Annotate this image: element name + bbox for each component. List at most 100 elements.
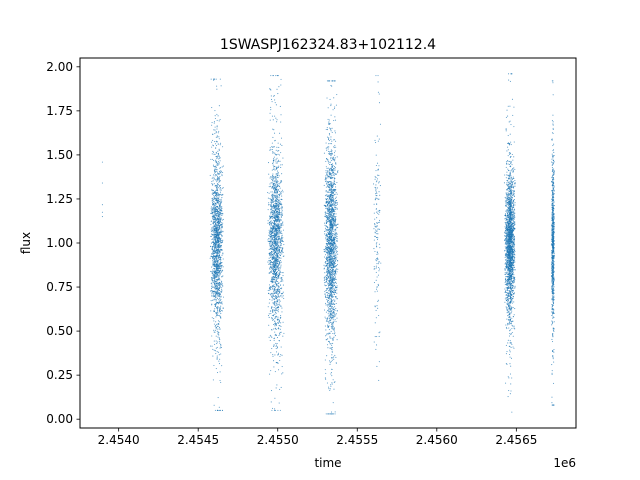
data-point <box>335 213 337 215</box>
data-point <box>278 183 280 185</box>
data-point <box>219 347 221 349</box>
data-point <box>329 241 331 243</box>
data-point <box>280 121 282 123</box>
data-point <box>330 197 332 199</box>
data-point <box>215 340 217 342</box>
data-point <box>215 303 217 305</box>
data-point <box>220 281 223 283</box>
data-point <box>334 249 336 251</box>
data-point <box>218 282 220 284</box>
data-point <box>326 181 328 183</box>
data-point <box>220 223 222 226</box>
data-point <box>213 272 215 275</box>
data-point <box>278 272 280 274</box>
data-point <box>333 312 335 314</box>
data-point <box>275 255 277 257</box>
data-point <box>333 388 335 390</box>
data-point <box>219 274 221 276</box>
data-point <box>211 211 213 213</box>
data-point <box>219 272 221 274</box>
data-point <box>334 205 336 207</box>
data-point <box>280 354 282 356</box>
data-point <box>328 140 330 142</box>
data-point <box>274 408 276 410</box>
data-point <box>213 236 215 238</box>
data-point <box>274 222 276 224</box>
data-point <box>276 302 278 304</box>
data-point <box>336 289 338 291</box>
data-point <box>328 210 330 212</box>
data-point <box>220 231 222 233</box>
data-point <box>274 251 277 253</box>
data-point <box>218 180 220 182</box>
data-point <box>325 160 327 162</box>
data-point <box>216 253 218 255</box>
data-point <box>221 200 223 202</box>
data-point <box>213 224 215 226</box>
data-point <box>272 258 274 261</box>
data-point <box>213 208 216 210</box>
data-point <box>274 152 276 154</box>
data-point <box>330 337 332 339</box>
data-point <box>271 231 273 233</box>
data-point <box>271 310 273 312</box>
data-point <box>270 270 272 273</box>
data-point <box>101 182 103 184</box>
data-point <box>331 201 333 203</box>
data-point <box>217 241 219 243</box>
data-point <box>278 203 280 205</box>
data-point <box>278 328 280 330</box>
data-point <box>216 343 218 345</box>
data-point <box>214 197 216 199</box>
data-point <box>213 196 216 198</box>
data-point <box>218 138 220 140</box>
data-point <box>217 287 219 290</box>
data-point <box>279 201 281 203</box>
data-point <box>267 162 270 164</box>
data-point <box>280 114 282 116</box>
data-point <box>328 320 330 322</box>
data-point <box>214 325 216 327</box>
data-point <box>331 344 333 346</box>
data-point <box>218 292 220 294</box>
data-point <box>217 198 219 200</box>
data-point <box>273 181 275 183</box>
data-point <box>333 303 335 305</box>
data-point <box>332 237 334 239</box>
data-point <box>212 269 214 271</box>
data-point <box>273 366 275 368</box>
data-point <box>221 225 223 227</box>
data-point <box>217 288 220 290</box>
data-point <box>220 347 223 349</box>
data-point <box>275 173 277 175</box>
data-point <box>275 162 277 164</box>
data-point <box>217 259 220 261</box>
data-point <box>275 219 277 222</box>
data-point <box>280 198 282 200</box>
data-point <box>274 176 276 178</box>
data-point <box>216 355 218 357</box>
data-point <box>214 295 216 297</box>
data-point <box>331 258 333 260</box>
data-point <box>325 247 327 249</box>
data-point <box>276 168 278 170</box>
data-point <box>215 179 217 181</box>
data-point <box>278 221 280 223</box>
data-point <box>215 151 217 153</box>
data-point <box>327 317 329 319</box>
data-point <box>280 180 282 182</box>
data-point <box>211 241 213 243</box>
data-point <box>334 132 336 134</box>
data-point <box>220 244 222 246</box>
data-point <box>273 187 275 189</box>
data-point <box>328 294 330 297</box>
data-point <box>215 161 217 163</box>
data-point <box>283 332 285 334</box>
data-point <box>211 317 213 319</box>
data-point <box>332 413 335 415</box>
data-point <box>219 285 221 287</box>
data-point <box>213 178 215 180</box>
data-point <box>277 174 279 176</box>
data-point <box>329 301 331 303</box>
data-point <box>217 283 219 285</box>
